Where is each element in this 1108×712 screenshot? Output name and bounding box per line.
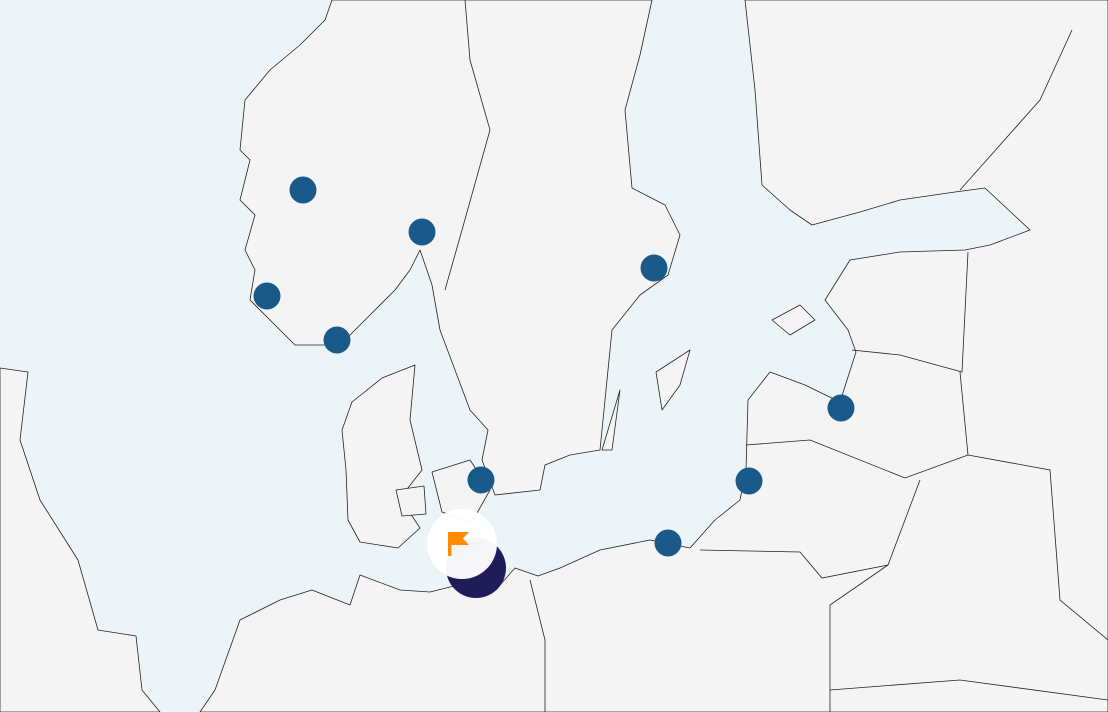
land-saaremaa	[771, 304, 816, 336]
land-funen	[395, 485, 427, 517]
selected-marker[interactable]	[427, 509, 506, 598]
land-oland	[601, 389, 621, 451]
land-gotland	[655, 349, 691, 411]
map-marker-m2[interactable]	[408, 218, 436, 246]
map-marker-m9[interactable]	[654, 529, 682, 557]
flag-icon	[448, 532, 469, 556]
map-marker-m8[interactable]	[735, 467, 763, 495]
map-marker-m5[interactable]	[640, 254, 668, 282]
country-borders	[444, 0, 1108, 712]
map-marker-m1[interactable]	[289, 176, 317, 204]
map-marker-m6[interactable]	[467, 466, 495, 494]
map-marker-m3[interactable]	[253, 282, 281, 310]
map-marker-m7[interactable]	[827, 394, 855, 422]
map-marker-m4[interactable]	[323, 326, 351, 354]
land-scandinavia	[239, 0, 681, 496]
markers-layer	[253, 176, 855, 557]
land-great-britain	[0, 367, 161, 712]
